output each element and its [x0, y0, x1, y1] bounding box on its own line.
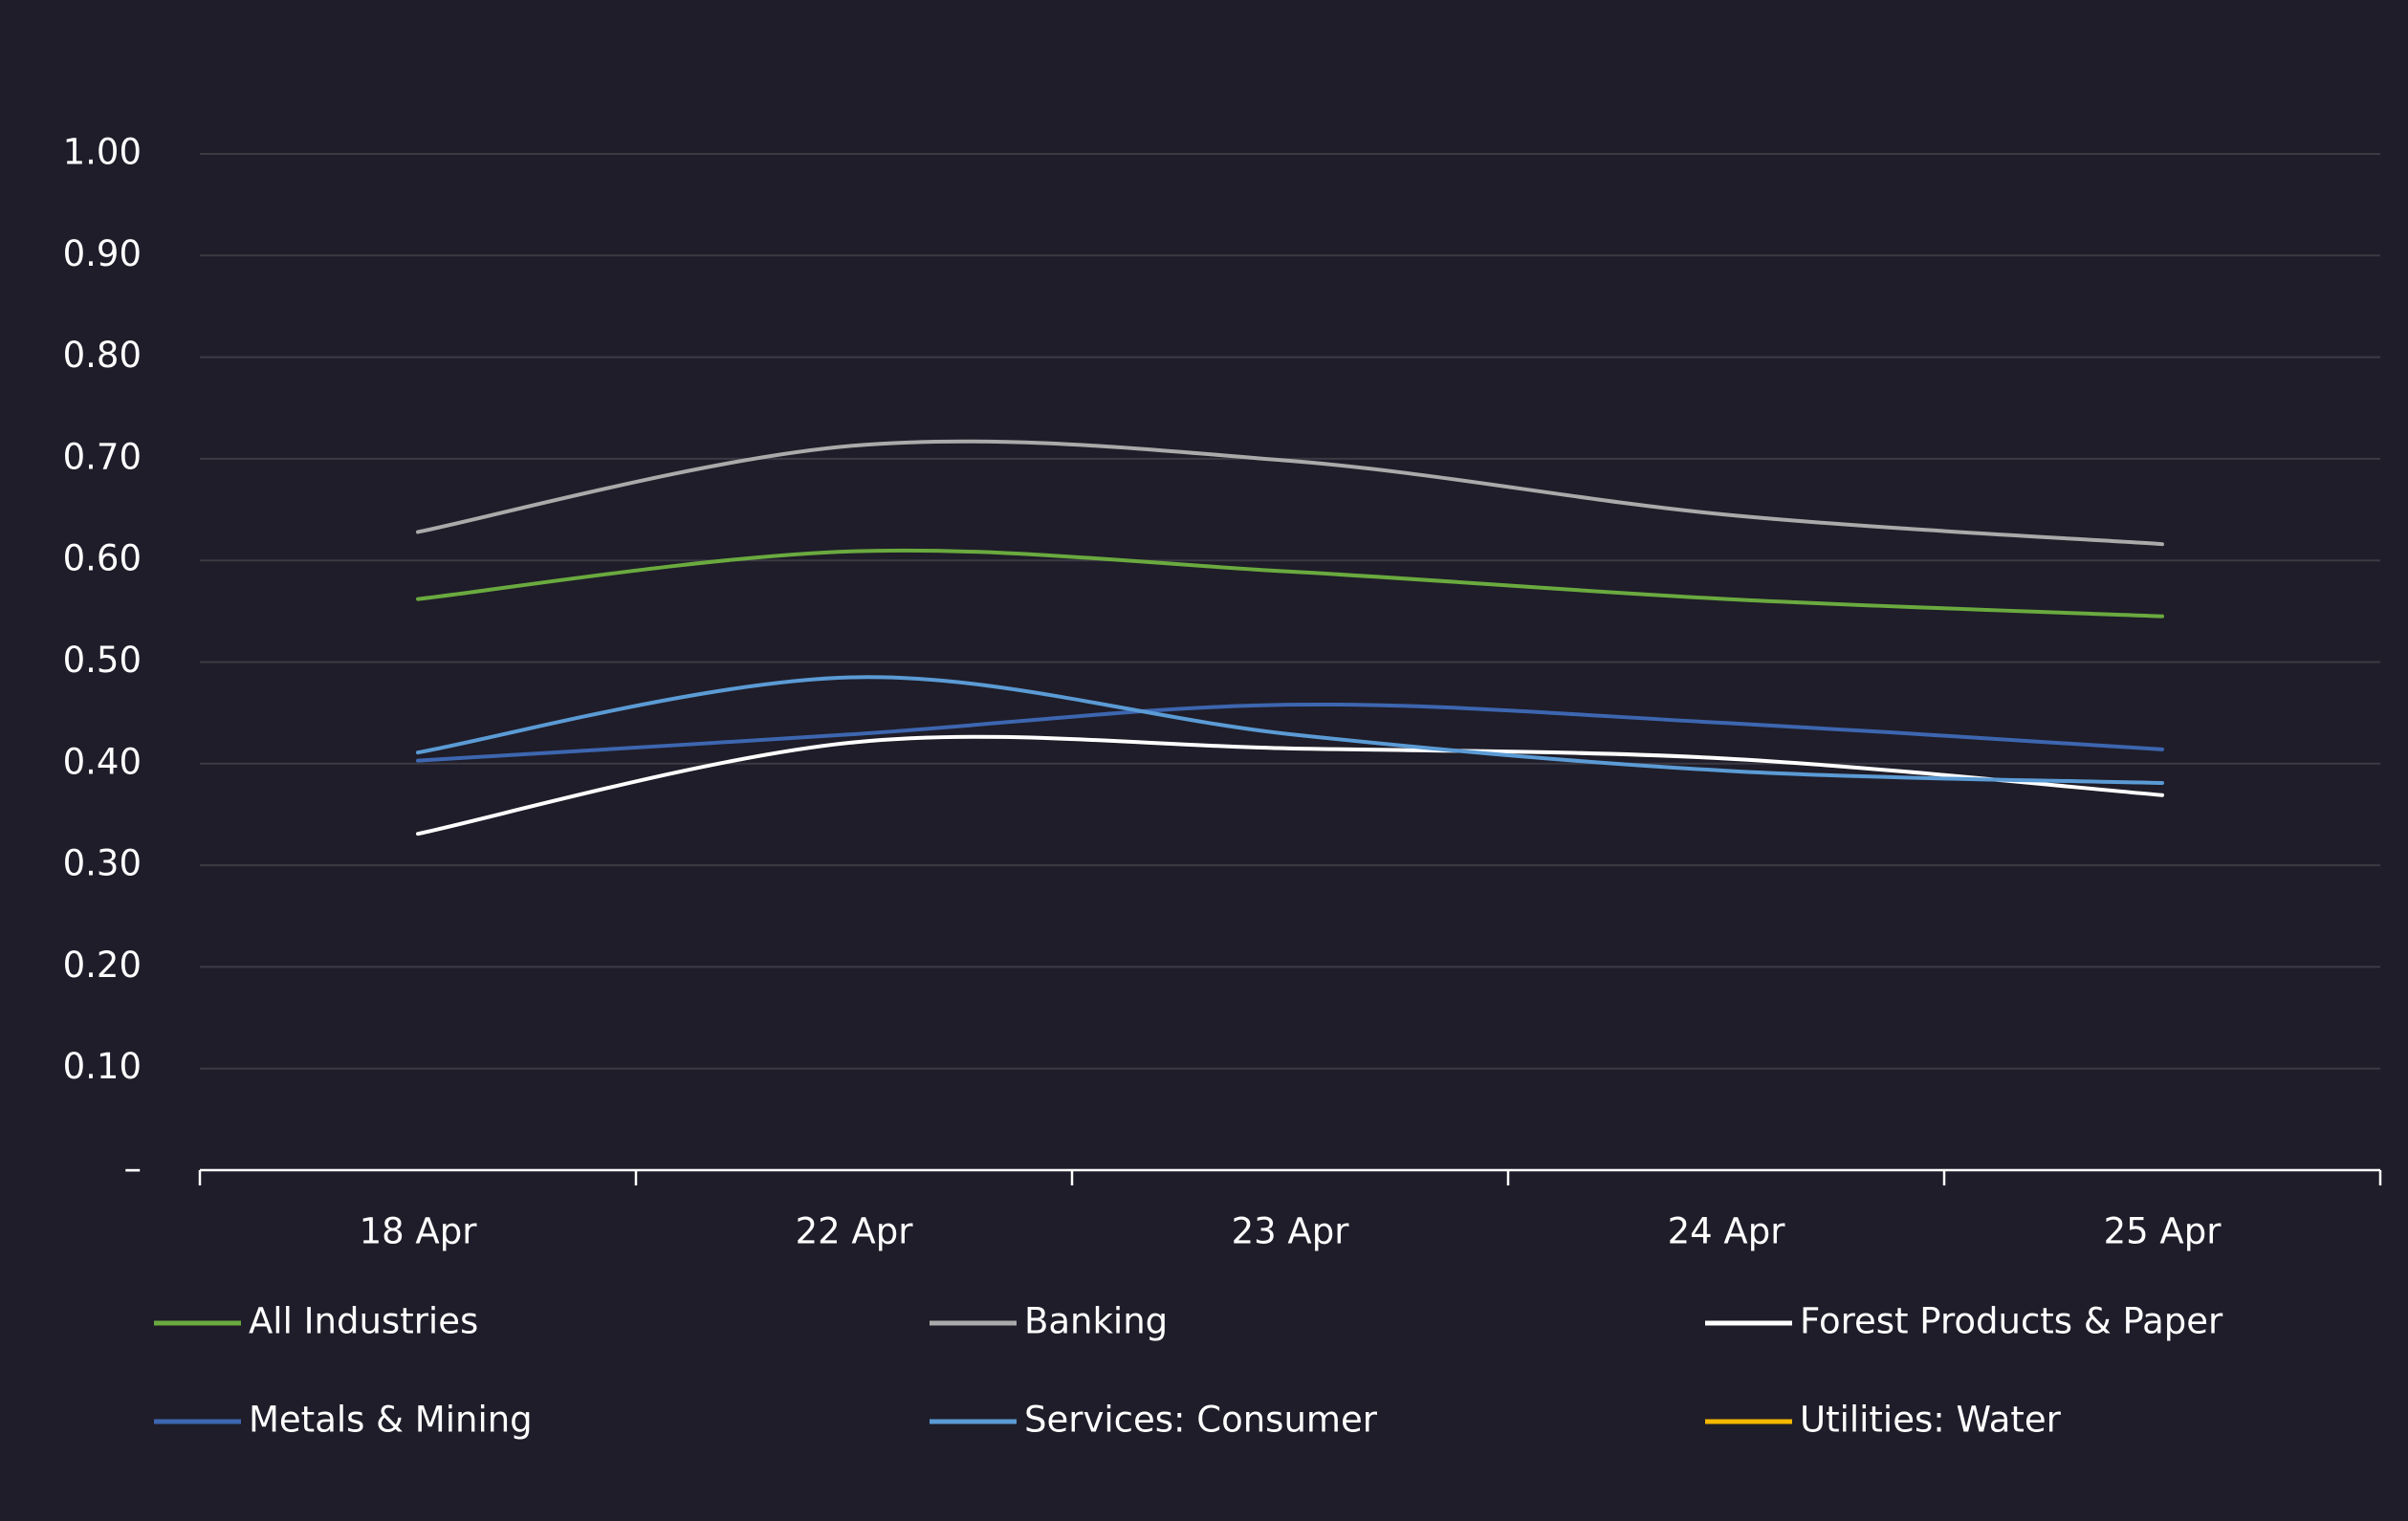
x-tick-label: 23 Apr — [1232, 1211, 1350, 1252]
y-tick-label: 0.40 — [63, 741, 142, 782]
x-tick-label: 22 Apr — [796, 1211, 914, 1252]
y-tick-label: 0.60 — [63, 538, 142, 579]
y-tick-label: 0.50 — [63, 640, 142, 681]
series-line — [416, 439, 2164, 547]
y-tick-label: 0.70 — [63, 436, 142, 477]
x-tick-label: 24 Apr — [1668, 1211, 1786, 1252]
y-tick-label: 1.00 — [63, 132, 142, 173]
y-tick-label: – — [124, 1148, 142, 1189]
x-tick-label: 18 Apr — [360, 1211, 478, 1252]
y-tick-label: 0.90 — [63, 233, 142, 274]
y-tick-label: 0.20 — [63, 945, 142, 986]
y-tick-label: 0.30 — [63, 843, 142, 884]
legend-label: Services: Consumer — [1024, 1400, 1378, 1441]
legend-label: Forest Products & Paper — [1800, 1301, 2223, 1342]
series-line — [416, 702, 2164, 763]
series-line — [416, 548, 2164, 619]
series-line — [416, 675, 2164, 785]
y-tick-label: 0.80 — [63, 335, 142, 376]
legend-label: Metals & Mining — [249, 1400, 533, 1441]
legend-label: Banking — [1024, 1301, 1168, 1342]
series-line — [416, 734, 2164, 837]
legend-label: All Industries — [249, 1301, 478, 1342]
legend-label: Utilities: Water — [1800, 1400, 2062, 1441]
y-tick-label: 0.10 — [63, 1046, 142, 1087]
x-tick-label: 25 Apr — [2104, 1211, 2222, 1252]
